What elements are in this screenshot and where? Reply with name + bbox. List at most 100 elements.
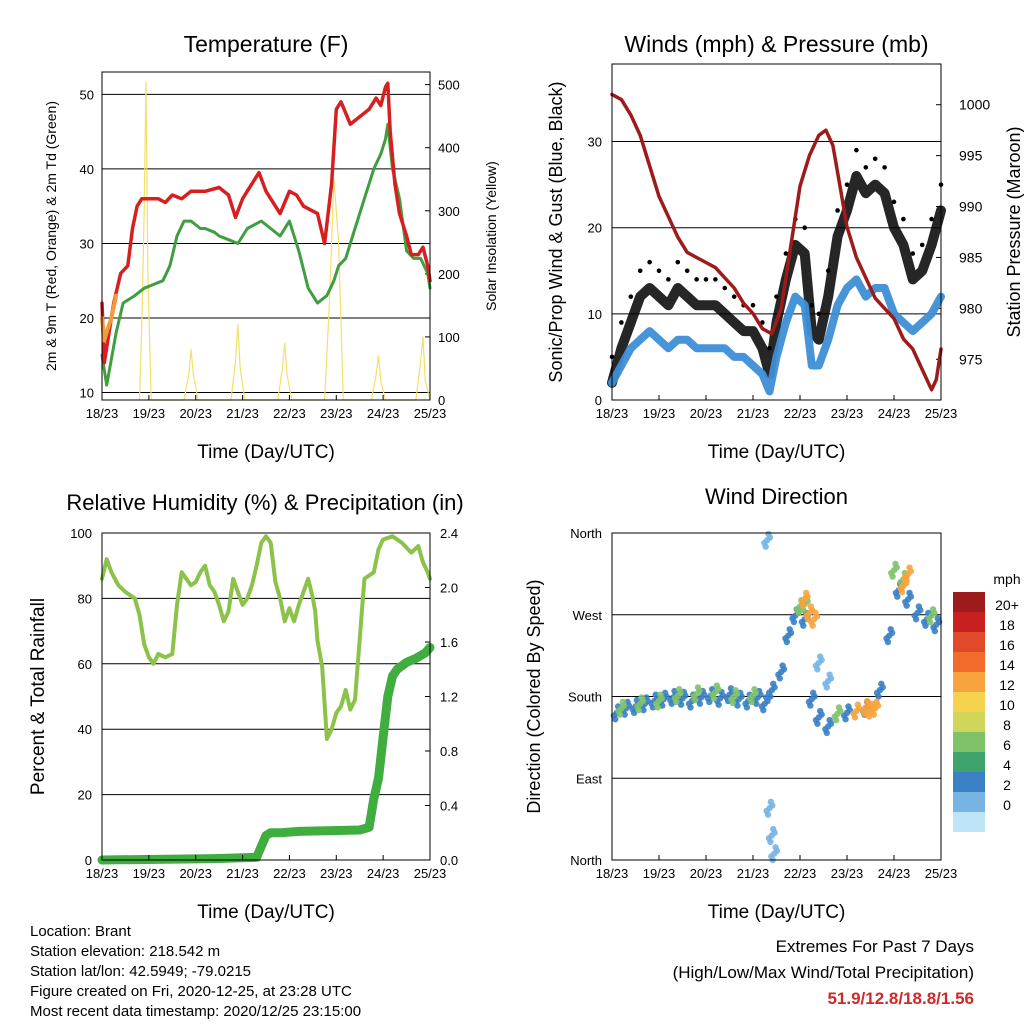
x-tick-label: 24/23 — [367, 406, 400, 421]
direction-point — [874, 702, 882, 709]
x-tick-label: 24/23 — [878, 866, 911, 881]
gust-point — [910, 251, 916, 256]
x-axis-title: Time (Day/UTC) — [197, 442, 335, 463]
latest-timestamp-text: Most recent data timestamp: 2020/12/25 2… — [30, 1003, 362, 1020]
direction-point — [787, 629, 795, 637]
created-text: Figure created on Fri, 2020-12-25, at 23… — [30, 983, 352, 1000]
gust-point — [703, 277, 709, 282]
direction-point — [715, 701, 722, 708]
gust-point — [684, 268, 690, 274]
direction-point — [621, 711, 628, 718]
x-tick-label: 18/23 — [86, 866, 119, 881]
direction-point — [738, 693, 745, 700]
y-tick-label: West — [573, 608, 603, 623]
y-tick-label: East — [576, 771, 602, 786]
direction-point — [640, 706, 647, 714]
x-tick-label: 19/23 — [643, 866, 676, 881]
gust-point — [825, 268, 831, 274]
gust-point — [731, 294, 737, 299]
direction-point — [907, 593, 915, 600]
direction-point — [743, 704, 751, 711]
y-tick-label: 40 — [78, 722, 92, 737]
x-tick-label: 25/23 — [414, 866, 447, 881]
legend-swatch — [953, 592, 985, 612]
y-axis-title: 2m & 9m T (Red, Orange) & 2m Td (Green) — [43, 101, 59, 371]
gust-point — [722, 285, 728, 291]
extremes-box: Extremes For Past 7 Days (High/Low/Max W… — [673, 934, 974, 1012]
direction-point — [771, 684, 778, 691]
station-info: Location: Brant Station elevation: 218.5… — [30, 922, 361, 1022]
y-tick-label: 100 — [70, 526, 92, 541]
gust-point — [901, 216, 906, 222]
x-tick-label: 20/23 — [690, 866, 723, 881]
gust-point — [802, 225, 807, 230]
pressure-line — [610, 92, 943, 392]
y2-tick-label: 2.4 — [440, 526, 458, 541]
y-axis-title: Sonic/Prop Wind & Gust (Blue, Black) — [546, 81, 566, 382]
direction-point — [706, 698, 713, 706]
y-tick-label: 20 — [78, 788, 92, 803]
gust-point — [919, 242, 925, 248]
winds-frame — [611, 63, 942, 401]
direction-point — [795, 609, 802, 617]
direction-point — [760, 706, 767, 714]
x-tick-label: 18/23 — [86, 406, 119, 421]
x-tick-label: 22/23 — [784, 866, 817, 881]
gust-point — [872, 156, 878, 162]
location-text: Location: Brant — [30, 923, 131, 940]
y2-tick-label: 0.4 — [440, 799, 458, 814]
direction-point — [769, 802, 776, 809]
x-axis-title: Time (Day/UTC) — [708, 902, 846, 923]
direction-point — [733, 690, 741, 697]
x-tick-label: 25/23 — [414, 406, 447, 421]
gust-point — [929, 216, 934, 222]
gust-point — [666, 277, 671, 282]
direction-point — [639, 697, 647, 705]
direction-point — [837, 707, 844, 715]
direction-point — [767, 838, 774, 846]
y-tick-label: 20 — [80, 311, 94, 326]
x-tick-label: 22/23 — [273, 406, 306, 421]
y-tick-label: 80 — [78, 591, 92, 606]
direction-point — [912, 616, 920, 623]
x-tick-label: 20/23 — [179, 406, 212, 421]
chart-title: Temperature (F) — [184, 31, 349, 57]
gust-point — [835, 208, 840, 213]
x-tick-label: 23/23 — [831, 406, 864, 421]
direction-point — [818, 656, 825, 664]
gust-point — [628, 294, 634, 299]
x-tick-label: 21/23 — [737, 406, 770, 421]
direction-point — [762, 543, 769, 550]
x-tick-label: 21/23 — [226, 866, 259, 881]
y-tick-label: 30 — [588, 135, 602, 150]
direction-point — [884, 638, 892, 646]
y2-tick-label: 2.0 — [440, 581, 458, 596]
x-tick-label: 23/23 — [320, 866, 353, 881]
direction-point — [823, 684, 830, 691]
x-tick-label: 24/23 — [367, 866, 400, 881]
x-tick-label: 18/23 — [596, 866, 629, 881]
gust-point — [619, 320, 624, 325]
legend-label: 14 — [999, 657, 1015, 673]
direction-point — [870, 711, 877, 718]
direction-point — [630, 709, 638, 717]
y-tick-label: 30 — [80, 236, 94, 251]
temperature-frame — [101, 71, 431, 401]
x-tick-label: 20/23 — [690, 406, 723, 421]
y-tick-label: 20 — [588, 221, 602, 236]
legend-swatch — [953, 772, 985, 792]
direction-point — [621, 702, 628, 709]
direction-point — [780, 666, 788, 673]
direction-point — [811, 693, 818, 700]
y2-tick-label: 1.6 — [440, 635, 458, 650]
direction-point — [903, 602, 910, 609]
legend-swatch — [953, 632, 985, 652]
direction-point — [771, 829, 778, 836]
y2-tick-label: 985 — [959, 249, 983, 265]
direction-point — [827, 720, 835, 727]
y2-tick-label: 200 — [438, 267, 460, 282]
direction-point — [767, 693, 774, 700]
direction-point — [748, 698, 755, 706]
gust-point — [854, 147, 859, 153]
y-tick-label: 60 — [78, 657, 92, 672]
